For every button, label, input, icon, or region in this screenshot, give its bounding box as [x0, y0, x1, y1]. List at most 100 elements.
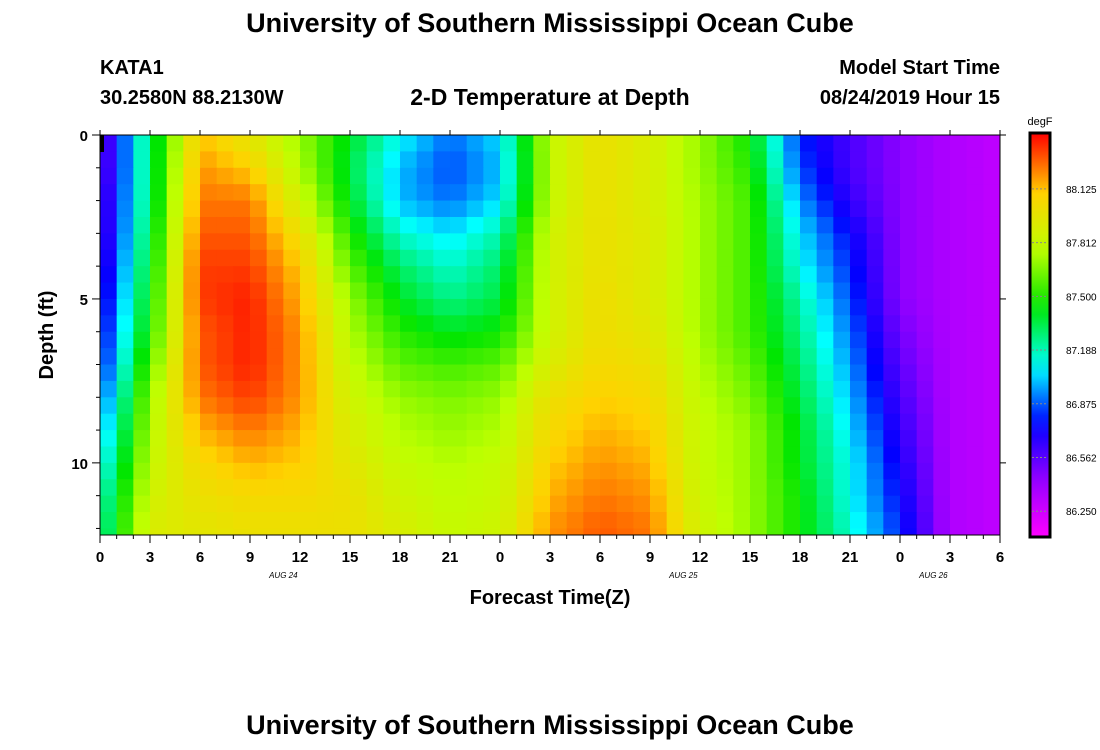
heatmap-cell — [400, 135, 418, 152]
heatmap-cell — [416, 331, 434, 349]
heatmap-cell — [483, 348, 501, 366]
heatmap-cell — [333, 200, 351, 218]
heatmap-cell — [216, 216, 234, 234]
heatmap-cell — [666, 184, 684, 202]
colorbar-tick-label: 88.125 — [1066, 185, 1097, 196]
heatmap-cell — [766, 216, 784, 234]
heatmap-cell — [983, 151, 1000, 169]
heatmap-cell — [766, 397, 784, 415]
heatmap-cell — [766, 413, 784, 431]
heatmap-cell — [383, 151, 401, 169]
heatmap-cell — [433, 298, 451, 316]
heatmap-cell — [533, 282, 551, 300]
heatmap-cell — [233, 446, 251, 464]
heatmap-cell — [950, 233, 968, 251]
heatmap-cell — [500, 298, 518, 316]
heatmap-cell — [683, 282, 701, 300]
heatmap-cell — [316, 249, 334, 267]
heatmap-cell — [150, 446, 168, 464]
heatmap-cell — [633, 397, 651, 415]
heatmap-cell — [500, 331, 518, 349]
heatmap-cell — [900, 413, 918, 431]
heatmap-cell — [250, 315, 268, 333]
heatmap-cell — [466, 512, 484, 530]
heatmap-cell — [233, 167, 251, 185]
heatmap-cell — [866, 380, 884, 398]
heatmap-cell — [700, 512, 718, 530]
heatmap-cell — [683, 233, 701, 251]
heatmap-cell — [616, 184, 634, 202]
heatmap-cell — [500, 167, 518, 185]
heatmap-cell — [366, 495, 384, 513]
heatmap-cell — [316, 397, 334, 415]
heatmap-cell — [916, 348, 934, 366]
heatmap-cell — [683, 216, 701, 234]
heatmap-cell — [383, 495, 401, 513]
heatmap-cell — [616, 413, 634, 431]
heatmap-cell — [533, 167, 551, 185]
heatmap-cell — [500, 528, 518, 535]
heatmap-cell — [116, 151, 134, 169]
heatmap-cell — [916, 151, 934, 169]
heatmap-cell — [833, 135, 851, 152]
heatmap-cell — [816, 233, 834, 251]
heatmap-cell — [650, 331, 668, 349]
heatmap-cell — [800, 184, 818, 202]
heatmap-cell — [816, 266, 834, 284]
heatmap-cell — [733, 331, 751, 349]
heatmap-cell — [633, 298, 651, 316]
heatmap-cell — [533, 479, 551, 497]
heatmap-cell — [850, 167, 868, 185]
heatmap-cell — [250, 184, 268, 202]
heatmap-cell — [400, 233, 418, 251]
heatmap-cell — [233, 479, 251, 497]
heatmap-cell — [133, 200, 151, 218]
heatmap-cell — [800, 167, 818, 185]
heatmap-cell — [700, 151, 718, 169]
heatmap-cell — [233, 216, 251, 234]
heatmap-cell — [433, 348, 451, 366]
heatmap-cell — [166, 233, 184, 251]
heatmap-cell — [483, 331, 501, 349]
heatmap-cell — [916, 135, 934, 152]
heatmap-cell — [600, 495, 618, 513]
heatmap-cell — [866, 512, 884, 530]
heatmap-cell — [966, 413, 984, 431]
colorbar-tick-label: 86.562 — [1066, 453, 1097, 464]
heatmap-cell — [633, 495, 651, 513]
heatmap-cell — [916, 479, 934, 497]
heatmap-cell — [583, 298, 601, 316]
heatmap-cell — [700, 233, 718, 251]
heatmap-cell — [650, 216, 668, 234]
heatmap-cell — [783, 331, 801, 349]
heatmap-cell — [350, 151, 368, 169]
heatmap-cell — [283, 462, 301, 480]
heatmap-cell — [100, 462, 118, 480]
heatmap-cell — [450, 348, 468, 366]
heatmap-cell — [783, 479, 801, 497]
heatmap-cell — [566, 282, 584, 300]
heatmap-cell — [383, 479, 401, 497]
heatmap-cell — [166, 200, 184, 218]
heatmap-cell — [416, 462, 434, 480]
y-axis: 0 5 10 — [71, 128, 1006, 529]
heatmap-cell — [316, 331, 334, 349]
heatmap-cell — [216, 348, 234, 366]
heatmap-cell — [366, 200, 384, 218]
colorbar-tick-label: 86.875 — [1066, 400, 1097, 411]
heatmap-cell — [300, 348, 318, 366]
heatmap-cell — [933, 233, 951, 251]
heatmap-cell — [750, 200, 768, 218]
heatmap-cell — [166, 249, 184, 267]
heatmap-cell — [516, 462, 534, 480]
heatmap-cell — [283, 282, 301, 300]
heatmap-cell — [316, 479, 334, 497]
heatmap-cell — [250, 413, 268, 431]
heatmap-cell — [100, 397, 118, 415]
heatmap-cell — [150, 462, 168, 480]
heatmap-cell — [383, 233, 401, 251]
heatmap-cell — [633, 282, 651, 300]
heatmap-cell — [466, 200, 484, 218]
heatmap-cell — [883, 331, 901, 349]
heatmap-cell — [550, 216, 568, 234]
